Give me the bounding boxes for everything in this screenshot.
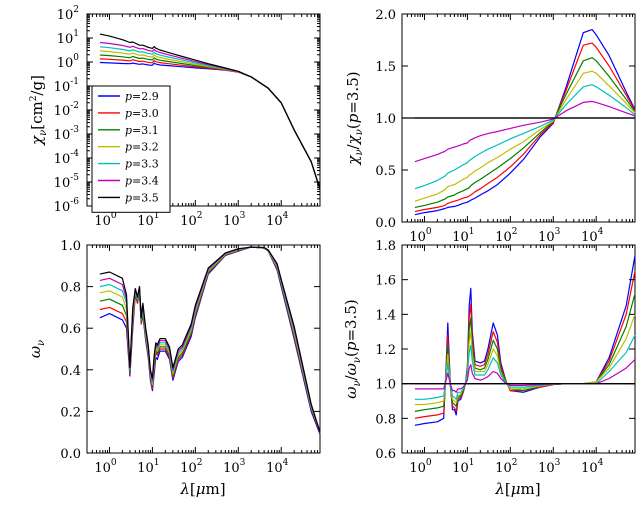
panel-chi-opacity: 100 101 102 103 104 10-6 10-5 10-4 10-3 10-2 10-1 1…	[28, 5, 321, 229]
legend: p=2.9 p=3.0 p=3.1 p=3.2 p=3.3 p=3.4 p=3.5	[91, 85, 171, 213]
series-group	[402, 255, 636, 426]
tick-label: 1.8	[375, 239, 396, 254]
tick-label: 1.0	[60, 239, 81, 254]
tick-label: 0.8	[60, 281, 81, 296]
tick-label: 10-5	[54, 173, 80, 191]
tick-label: 100	[94, 458, 117, 476]
tick-label: 1.4	[375, 308, 396, 323]
legend-entry: p=3.5	[125, 191, 159, 204]
tick-label: 100	[57, 53, 80, 71]
tick-label: 102	[57, 5, 79, 23]
series-line-p-3-5	[99, 246, 321, 433]
tick-group: 100 101 102 103 104 0.0 0.5 1.0 1.5 2.0	[375, 8, 636, 245]
legend-entry: p=3.2	[125, 141, 159, 154]
tick-label: 0.0	[60, 447, 81, 462]
tick-label: 104	[266, 211, 289, 229]
legend-entry: p=3.4	[125, 175, 159, 188]
tick-label: 100	[409, 458, 432, 476]
series-group	[99, 246, 321, 435]
x-axis-label: λ[μm]	[494, 480, 540, 498]
tick-label: 104	[581, 227, 604, 245]
tick-label: 0.4	[60, 364, 81, 379]
series-line-p-3-0	[99, 246, 321, 434]
tick-label: 102	[180, 458, 202, 476]
series-line-p-3-4	[414, 100, 636, 163]
tick-group: 100 101 102 103 104 0.6 0.8 1.0 1.2 1.4 1.6 1.8	[375, 239, 636, 476]
series-line-p-3-0	[414, 270, 636, 419]
series-line-p-3-4	[99, 246, 321, 433]
y-axis-label: ων	[26, 340, 47, 358]
x-axis-label: λ[μm]	[179, 480, 225, 498]
series-line-p-3-2	[99, 246, 321, 433]
tick-label: 102	[495, 458, 517, 476]
series-line-p-3-1	[99, 246, 321, 433]
tick-label: 10-4	[54, 149, 80, 167]
tick-label: 101	[137, 211, 159, 229]
tick-label: 10-1	[54, 77, 79, 95]
y-axis-label: χν/χν(p=3.5)	[344, 71, 365, 165]
tick-label: 103	[538, 227, 561, 245]
tick-label: 103	[223, 458, 246, 476]
series-line-p-3-2	[414, 70, 636, 202]
series-line-p-3-3	[414, 84, 636, 190]
tick-label: 103	[538, 458, 561, 476]
series-line-p-3-1	[414, 293, 636, 412]
tick-label: 0.6	[60, 322, 81, 337]
tick-label: 1.0	[375, 112, 396, 127]
tick-label: 2.0	[375, 8, 396, 23]
plot-frame	[86, 244, 321, 454]
tick-group: 100 101 102 103 104 10-6 10-5 10-4 10-3 10-2 10-1 1…	[54, 5, 321, 229]
tick-label: 101	[452, 227, 474, 245]
series-line-p-3-0	[414, 42, 636, 213]
tick-label: 0.5	[375, 164, 396, 179]
tick-label: 10-2	[54, 101, 79, 119]
tick-label: 0.6	[375, 447, 396, 462]
tick-label: 1.0	[375, 378, 396, 393]
series-group	[99, 33, 321, 190]
panel-albedo-ratio: 100 101 102 103 104 0.6 0.8 1.0 1.2 1.4 1.6 1.8 ων/…	[342, 239, 636, 498]
panel-albedo: 100 101 102 103 104 0.0 0.2 0.4 0.6 0.8 1.0 ων λ[μ…	[26, 239, 321, 498]
tick-label: 1.6	[375, 274, 396, 289]
legend-entry: p=2.9	[125, 90, 159, 103]
y-axis-label: ων/ων(p=3.5)	[342, 299, 363, 398]
tick-label: 101	[137, 458, 159, 476]
tick-label: 0.2	[60, 405, 81, 420]
tick-label: 104	[581, 458, 604, 476]
legend-entry: p=3.0	[125, 107, 159, 120]
series-group	[402, 29, 636, 216]
tick-label: 10-3	[54, 125, 80, 143]
y-axis-label: χν[cm2/g]	[28, 75, 49, 146]
tick-label: 100	[94, 211, 117, 229]
series-line-p-2-9	[99, 246, 321, 435]
tick-label: 101	[57, 29, 79, 47]
tick-label: 102	[180, 211, 202, 229]
legend-entry: p=3.3	[125, 158, 159, 171]
tick-label: 10-6	[54, 197, 80, 215]
series-line-p-3-5	[99, 33, 321, 190]
tick-group: 100 101 102 103 104 0.0 0.2 0.4 0.6 0.8 1.0	[60, 239, 321, 476]
series-line-p-2-9	[414, 29, 636, 216]
legend-box	[91, 85, 171, 213]
tick-label: 101	[452, 458, 474, 476]
series-line-p-3-1	[414, 57, 636, 208]
legend-entry: p=3.1	[125, 124, 159, 137]
tick-label: 0.8	[375, 412, 396, 427]
tick-label: 0.0	[375, 216, 396, 231]
tick-label: 103	[223, 211, 246, 229]
panel-chi-ratio: 100 101 102 103 104 0.0 0.5 1.0 1.5 2.0 χν/χν(p=3…	[344, 8, 636, 245]
tick-label: 100	[409, 227, 432, 245]
tick-label: 104	[266, 458, 289, 476]
tick-label: 102	[495, 227, 517, 245]
tick-label: 1.2	[375, 343, 396, 358]
series-line-p-3-3	[99, 246, 321, 433]
tick-label: 1.5	[375, 60, 396, 75]
